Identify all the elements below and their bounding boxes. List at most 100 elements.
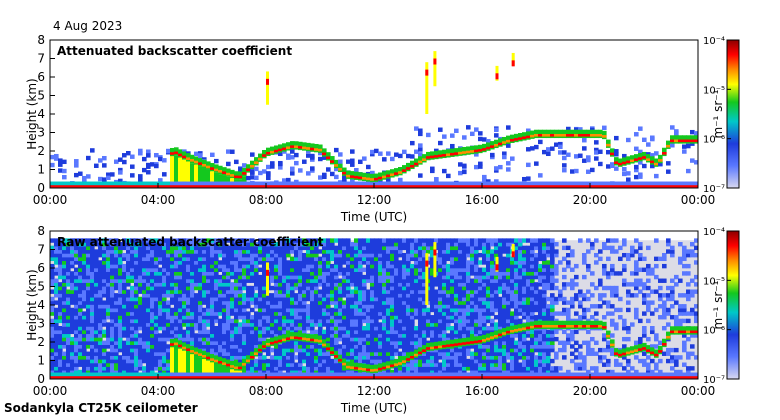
heatmap-cell [58, 285, 63, 291]
heatmap-cell [246, 318, 251, 324]
heatmap-cell [170, 238, 175, 243]
layer-peak-cell [430, 346, 435, 350]
heatmap-cell [178, 311, 183, 316]
surface-layer-cell [258, 376, 263, 379]
heatmap-cell [166, 311, 171, 316]
heatmap-cell [298, 293, 303, 298]
heatmap-cell [134, 263, 139, 269]
layer-peak-cell [662, 152, 667, 155]
layer-cell [182, 342, 187, 351]
heatmap-cell [178, 329, 183, 335]
heatmap-cell [254, 318, 259, 324]
heatmap-cell [438, 326, 443, 331]
heatmap-cell [286, 285, 291, 291]
heatmap-cell [362, 326, 367, 331]
heatmap-cell [394, 322, 399, 327]
heatmap-cell [266, 238, 271, 243]
heatmap-cell [130, 242, 135, 247]
heatmap-cell [298, 311, 303, 316]
heatmap-cell [366, 307, 371, 313]
heatmap-cell [66, 347, 71, 353]
heatmap-cell [126, 307, 131, 313]
heatmap-cell [54, 329, 59, 335]
heatmap-cell [134, 278, 139, 283]
heatmap-cell [290, 267, 295, 272]
layer-peak-cell [494, 143, 499, 147]
heatmap-cell [206, 245, 211, 251]
surface-layer-cell [318, 376, 323, 379]
heatmap-cell [98, 249, 103, 254]
heatmap-cell [358, 322, 363, 327]
surface-layer-cell [206, 185, 211, 188]
layer-cell [270, 146, 275, 155]
heatmap-cell [154, 326, 159, 331]
heatmap-cell [250, 293, 255, 298]
heatmap-cell [386, 293, 391, 298]
heatmap-cell [330, 358, 335, 364]
heatmap-cell [134, 358, 139, 364]
heatmap-cell [362, 242, 367, 247]
heatmap-cell [86, 369, 91, 375]
heatmap-cell [106, 289, 111, 294]
layer-cell [510, 134, 515, 143]
layer-cell [614, 157, 619, 166]
heatmap-cell [110, 242, 115, 247]
heatmap-cell [390, 329, 395, 335]
heatmap-cell [134, 347, 139, 353]
heatmap-cell [222, 260, 227, 265]
heatmap-cell [78, 326, 83, 331]
heatmap-cell [58, 263, 63, 269]
aerosol-cell [206, 360, 211, 373]
heatmap-cell [426, 322, 431, 327]
heatmap-cell [74, 293, 79, 298]
surface-cell [374, 181, 379, 188]
heatmap-cell [314, 252, 319, 258]
heatmap-cell [310, 267, 315, 272]
surface-layer-cell [426, 185, 431, 188]
heatmap-cell [134, 362, 139, 367]
heatmap-cell [394, 282, 399, 287]
surface-cell [354, 372, 359, 379]
heatmap-cell [346, 256, 351, 262]
surface-cell [198, 372, 203, 379]
heatmap-cell [358, 282, 363, 287]
surface-layer-cell [58, 376, 63, 379]
heatmap-cell [430, 256, 435, 262]
heatmap-cell [138, 242, 143, 247]
heatmap-cell [70, 347, 75, 353]
heatmap-cell [314, 271, 319, 276]
heatmap-cell [94, 307, 99, 313]
heatmap-cell [146, 260, 151, 265]
surface-cell [274, 372, 279, 379]
heatmap-cell [222, 340, 227, 346]
heatmap-cell [162, 340, 167, 346]
heatmap-cell [450, 143, 455, 149]
heatmap-cell [310, 293, 315, 298]
heatmap-cell [430, 307, 435, 313]
heatmap-cell [350, 293, 355, 298]
heatmap-cell [262, 326, 267, 331]
heatmap-cell [406, 369, 411, 375]
heatmap-cell [214, 242, 219, 247]
heatmap-cell [66, 271, 71, 276]
heatmap-cell [146, 300, 151, 305]
heatmap-cell [82, 242, 87, 247]
surface-cell [326, 181, 331, 188]
heatmap-cell [326, 333, 331, 338]
heatmap-cell [150, 271, 155, 276]
surface-layer-cell [62, 376, 67, 379]
heatmap-cell [282, 329, 287, 335]
heatmap-cell [386, 260, 391, 265]
heatmap-cell [362, 278, 367, 283]
heatmap-cell [54, 242, 59, 247]
heatmap-cell [306, 289, 311, 294]
heatmap-cell [294, 347, 299, 353]
heatmap-cell [198, 318, 203, 324]
heatmap-cell [270, 164, 275, 169]
heatmap-cell [354, 252, 359, 258]
heatmap-cell [270, 333, 275, 338]
heatmap-cell [178, 333, 183, 338]
heatmap-cell [410, 289, 415, 294]
heatmap-cell [418, 358, 423, 364]
surface-cell [614, 181, 619, 188]
